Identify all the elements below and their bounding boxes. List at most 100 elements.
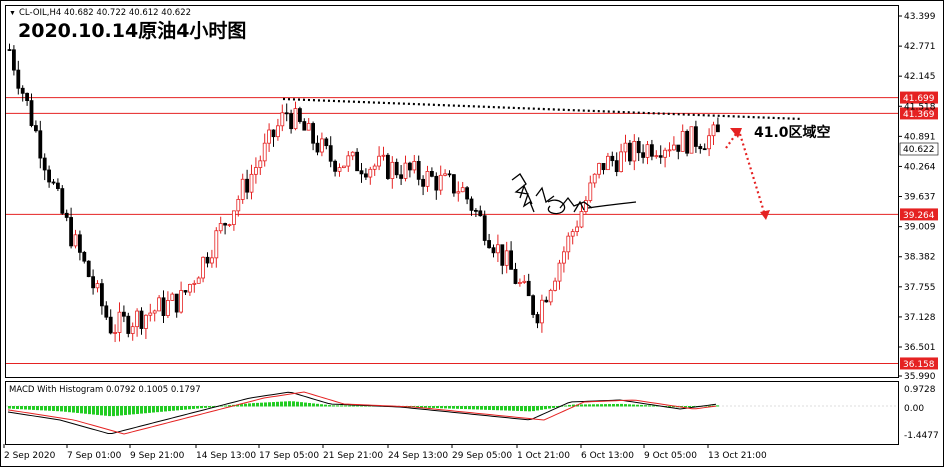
macd-histogram-bar bbox=[184, 406, 187, 410]
macd-histogram-bar bbox=[612, 404, 615, 407]
candle-body bbox=[165, 300, 170, 316]
candle-body bbox=[319, 138, 324, 153]
candle-body bbox=[170, 293, 175, 301]
candle-body bbox=[231, 210, 236, 225]
candle-body bbox=[566, 235, 571, 253]
candle-body bbox=[350, 151, 355, 157]
macd-histogram-bar bbox=[148, 406, 151, 413]
macd-histogram-bar bbox=[112, 406, 115, 417]
candle-body bbox=[126, 315, 131, 334]
candle-body bbox=[258, 160, 263, 168]
candle-body bbox=[157, 297, 162, 312]
macd-histogram-bar bbox=[208, 406, 211, 408]
candle-body bbox=[368, 168, 373, 178]
candle-body bbox=[183, 290, 188, 293]
macd-histogram-bar bbox=[132, 406, 135, 415]
price-tick-label: 40.264 bbox=[904, 162, 936, 172]
candle-body bbox=[249, 173, 254, 193]
macd-histogram-bar bbox=[56, 406, 59, 412]
candle-body bbox=[333, 160, 338, 172]
candle-body bbox=[324, 138, 329, 147]
macd-histogram-bar bbox=[84, 406, 87, 414]
candle-body bbox=[223, 223, 228, 226]
candle-body bbox=[592, 173, 597, 184]
candle-body bbox=[315, 142, 320, 153]
candle-body bbox=[16, 69, 21, 89]
macd-histogram-bar bbox=[428, 406, 431, 408]
candle-body bbox=[465, 187, 470, 200]
candle-body bbox=[47, 169, 51, 183]
candle-body bbox=[698, 146, 703, 150]
macd-histogram-bar bbox=[572, 404, 575, 407]
macd-histogram-bar bbox=[688, 406, 691, 408]
macd-histogram-bar bbox=[640, 404, 643, 407]
price-tick-label: 39.009 bbox=[904, 223, 936, 233]
macd-histogram-bar bbox=[252, 403, 255, 407]
candle-body bbox=[306, 123, 311, 131]
candle-body bbox=[11, 49, 16, 71]
candle-body bbox=[632, 140, 637, 162]
macd-histogram-bar bbox=[476, 406, 479, 410]
macd-histogram-bar bbox=[212, 406, 215, 408]
main-plot-area[interactable] bbox=[5, 5, 899, 378]
candle-body bbox=[104, 305, 109, 318]
candle-body bbox=[711, 124, 716, 137]
candle-body bbox=[135, 310, 140, 328]
price-axis[interactable]: 43.399 42.771 42.145 41.518 40.891 40.264 39.6… bbox=[898, 12, 936, 382]
candle-body bbox=[143, 314, 148, 329]
macd-histogram-bar bbox=[28, 406, 31, 410]
level-price-box bbox=[900, 91, 938, 104]
macd-histogram-bar bbox=[576, 404, 579, 407]
candle-body bbox=[500, 244, 505, 266]
candle-body bbox=[381, 154, 386, 157]
candle-body bbox=[82, 251, 87, 262]
macd-histogram-bar bbox=[548, 406, 551, 409]
price-tick-label: 40.891 bbox=[904, 132, 936, 142]
macd-histogram-bar bbox=[592, 404, 595, 407]
candle-body bbox=[667, 149, 672, 152]
candle-body bbox=[491, 247, 496, 254]
candle-body bbox=[562, 251, 566, 264]
time-tick-label: 24 Sep 13:00 bbox=[388, 451, 448, 461]
candle-body bbox=[685, 130, 689, 154]
macd-histogram-bar bbox=[624, 404, 627, 407]
candle-body bbox=[557, 262, 562, 282]
candle-body bbox=[284, 112, 289, 115]
candle-body bbox=[355, 151, 360, 172]
level-price-label: 41.369 bbox=[903, 110, 935, 120]
candle-body bbox=[73, 234, 78, 247]
macd-histogram-bar bbox=[104, 406, 107, 416]
macd-tick-top: 0.9728 bbox=[904, 385, 936, 395]
candle-body bbox=[271, 129, 276, 138]
macd-histogram-bar bbox=[464, 406, 467, 410]
candle-body bbox=[267, 129, 272, 144]
macd-histogram-bar bbox=[268, 402, 271, 407]
macd-tick-bottom: -1.4477 bbox=[904, 431, 939, 441]
price-tick-label: 38.382 bbox=[904, 253, 936, 263]
macd-histogram-bar bbox=[32, 406, 35, 410]
candle-body bbox=[262, 142, 267, 162]
macd-histogram-bar bbox=[452, 406, 455, 409]
candle-body bbox=[25, 92, 30, 102]
candle-body bbox=[227, 224, 232, 226]
candle-body bbox=[416, 161, 421, 180]
macd-histogram-bar bbox=[616, 403, 619, 407]
macd-histogram-bar bbox=[524, 406, 527, 412]
dropdown-triangle-icon[interactable]: ▼ bbox=[9, 10, 16, 17]
candle-body bbox=[522, 280, 527, 283]
candle-body bbox=[619, 151, 623, 173]
price-tick-label: 39.637 bbox=[904, 193, 936, 203]
candle-body bbox=[579, 211, 584, 228]
macd-label: MACD With Histogram 0.0792 0.1005 0.1797 bbox=[9, 385, 201, 395]
candle-body bbox=[7, 49, 12, 51]
macd-histogram-bar bbox=[496, 406, 499, 411]
macd-histogram-bar bbox=[324, 404, 327, 407]
candle-body bbox=[478, 210, 483, 217]
horizontal-levels[interactable]: 41.699 41.369 39.264 36.158 bbox=[6, 91, 938, 370]
price-tick-label: 41.518 bbox=[904, 102, 936, 112]
time-axis[interactable]: 2 Sep 2020 7 Sep 01:00 9 Sep 21:00 14 Sep 1… bbox=[3, 444, 767, 461]
time-tick-label: 9 Sep 21:00 bbox=[130, 451, 185, 461]
resistance-trendline[interactable] bbox=[282, 97, 803, 121]
candle-body bbox=[451, 174, 456, 194]
